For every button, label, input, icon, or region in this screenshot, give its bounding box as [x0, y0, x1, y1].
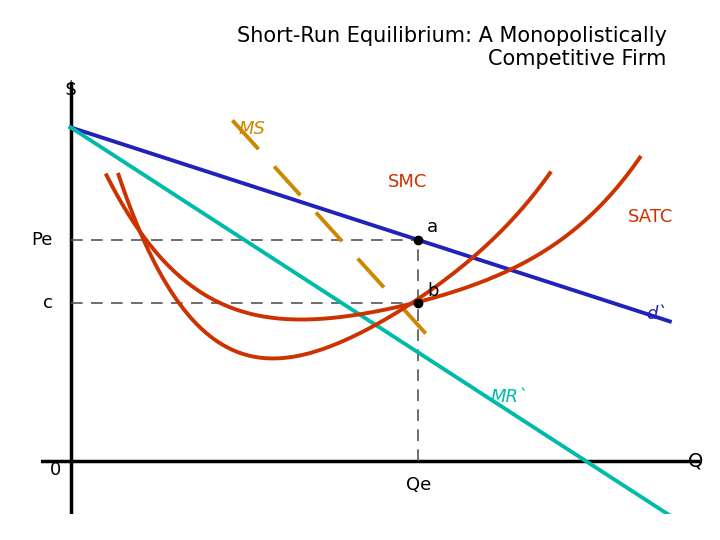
Text: Short-Run Equilibrium: A Monopolistically
Competitive Firm: Short-Run Equilibrium: A Monopolisticall… [237, 26, 667, 69]
Text: $: $ [64, 80, 77, 99]
Text: b: b [427, 282, 438, 300]
Text: MS: MS [238, 120, 265, 138]
Text: SATC: SATC [628, 208, 673, 226]
Text: Qe: Qe [405, 476, 431, 494]
Text: 0: 0 [50, 461, 61, 479]
Text: a: a [427, 218, 438, 237]
Text: MR`: MR` [490, 388, 527, 406]
Text: Q: Q [688, 452, 703, 471]
Text: SMC: SMC [388, 173, 428, 191]
Text: Pe: Pe [31, 231, 53, 249]
Text: d`: d` [646, 305, 666, 323]
Text: c: c [42, 294, 53, 312]
